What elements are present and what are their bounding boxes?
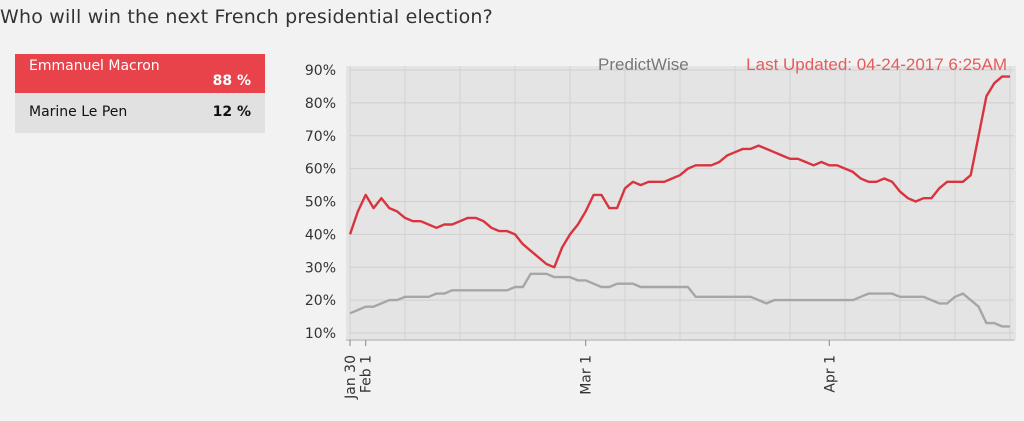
plot-background bbox=[346, 66, 1016, 341]
candidate-name: Marine Le Pen bbox=[29, 104, 128, 120]
x-tick-label: Mar 1 bbox=[579, 355, 595, 395]
y-tick-label: 50% bbox=[305, 195, 336, 211]
y-tick-label: 30% bbox=[305, 260, 336, 276]
x-tick-label: Jan 30 bbox=[343, 355, 359, 400]
gridlines bbox=[349, 66, 1014, 340]
series-line-emmanuel-macron bbox=[348, 75, 1010, 269]
y-tick-label: 60% bbox=[305, 162, 336, 178]
x-axis: Jan 30 Feb 1 Mar 1 Apr 1 bbox=[343, 339, 1014, 400]
series-lines bbox=[348, 75, 1010, 328]
y-axis: 10% 20% 30% 40% 50% 60% 70% 80% 90% bbox=[305, 63, 336, 342]
watermark: PredictWise bbox=[598, 55, 689, 74]
y-tick-label: 90% bbox=[305, 63, 336, 79]
candidate-le-pen[interactable]: Marine Le Pen 12 % bbox=[15, 93, 265, 133]
x-tick-label: Apr 1 bbox=[822, 355, 838, 393]
candidate-macron[interactable]: Emmanuel Macron 88 % bbox=[15, 54, 265, 93]
candidate-name: Emmanuel Macron bbox=[29, 58, 160, 74]
candidate-pct: 88 % bbox=[212, 73, 251, 89]
series-line-marine-le-pen bbox=[349, 272, 1010, 328]
y-tick-label: 20% bbox=[305, 293, 336, 309]
candidate-pct: 12 % bbox=[212, 104, 251, 120]
question-title: Who will win the next French presidentia… bbox=[0, 6, 493, 28]
last-updated: Last Updated: 04-24-2017 6:25AM bbox=[746, 55, 1007, 74]
y-tick-label: 10% bbox=[305, 326, 336, 342]
x-tick-label: Feb 1 bbox=[359, 355, 375, 393]
y-tick-label: 70% bbox=[305, 129, 336, 145]
y-tick-label: 80% bbox=[305, 96, 336, 112]
y-tick-label: 40% bbox=[305, 227, 336, 243]
